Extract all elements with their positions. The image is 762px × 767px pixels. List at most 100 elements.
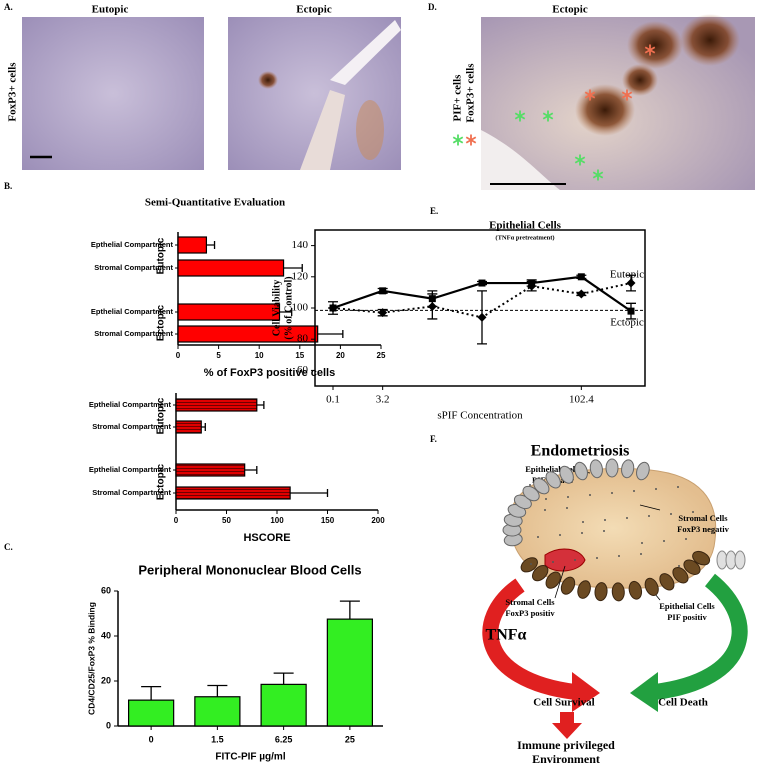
arrow: [560, 712, 574, 724]
bar: [175, 486, 291, 500]
y-axis-label: Cell Viability: [271, 280, 282, 336]
category-label: Epthelial Compartment: [89, 465, 172, 474]
stain-spot: [258, 71, 278, 89]
lumen: [330, 20, 401, 85]
bar: [128, 699, 175, 727]
epithelial-cell: [692, 550, 711, 566]
bar: [177, 259, 285, 277]
stromal-cell: [655, 488, 657, 490]
stromal-cell: [589, 494, 591, 496]
x-tick-label: 200: [371, 516, 385, 525]
asterisk: [592, 171, 604, 179]
stromal-cell: [530, 563, 532, 565]
category-label: Stromal Compartment: [92, 422, 171, 431]
stromal-cell: [626, 517, 628, 519]
epithelial-cell: [559, 465, 574, 484]
label: Cell Death: [658, 697, 708, 709]
group-label: Ectopic: [156, 305, 167, 342]
stromal-cell: [552, 561, 554, 563]
y-tick-label: 20: [101, 675, 111, 685]
category-label: Stromal Compartment: [92, 488, 171, 497]
stromal-cell: [603, 530, 605, 532]
marker: [379, 287, 387, 295]
epithelial-cell: [621, 459, 635, 479]
micrograph: [22, 17, 204, 170]
panel-label: B.: [4, 181, 12, 191]
epithelial-cell: [545, 571, 561, 589]
stromal-cell: [544, 509, 546, 511]
group-label: Eutopic: [156, 237, 167, 274]
panel-f: Endometriosis Epithelial Cells PIF negat…: [482, 443, 748, 766]
arrow-head: [552, 723, 582, 739]
label: Cell Survival: [533, 697, 594, 709]
arrow: [482, 578, 577, 700]
chart-title: Peripheral Mononuclear Blood Cells: [138, 562, 361, 577]
epithelial-cell: [522, 485, 540, 502]
x-tick-label: 50: [222, 516, 231, 525]
x-tick-label: 1.5: [211, 734, 224, 744]
marker: [627, 307, 635, 315]
y-axis-label: CD4/CD25/FoxP3 % Binding: [86, 602, 96, 715]
x-tick-label: 0: [149, 734, 154, 744]
epithelial-cell: [560, 576, 576, 595]
asterisk: [621, 91, 633, 99]
x-tick-label: 3.2: [376, 394, 390, 406]
error-bar: [206, 241, 216, 249]
x-tick-label: 25: [377, 351, 386, 360]
y-tick-label: 60: [297, 364, 309, 376]
x-tick-label: 10: [255, 351, 264, 360]
error-bar: [141, 685, 162, 701]
epithelial-cell: [531, 565, 549, 582]
bar-chart: Peripheral Mononuclear Blood Cells 0 20 40 6…: [86, 562, 383, 763]
stromal-cell: [663, 540, 665, 542]
bar: [175, 463, 246, 477]
asterisk: [644, 46, 656, 54]
stain-spot: [622, 64, 658, 96]
chart-title: Epithelial Cells: [489, 220, 562, 232]
epithelial-cell: [577, 580, 591, 599]
y-axis-label: (% of Control): [283, 276, 294, 339]
label: Epithelial Cells: [525, 464, 581, 474]
bar: [177, 236, 208, 254]
label: Stromal Cells: [505, 597, 555, 607]
marker: [626, 278, 636, 288]
marker: [427, 301, 437, 311]
asterisk: [584, 91, 596, 99]
chart-subtitle: (TNFα pretreatment): [495, 234, 554, 241]
stromal-cell: [566, 507, 568, 509]
x-tick-label: 0.1: [326, 394, 340, 406]
marker: [577, 273, 585, 281]
stromal-cell: [537, 536, 539, 538]
epithelial-cell: [644, 577, 659, 596]
stromal-cell: [581, 532, 583, 534]
epithelial-cell: [636, 461, 650, 481]
error-bar: [256, 401, 265, 409]
asterisk: [514, 112, 526, 120]
label: Immune privileged: [517, 738, 615, 752]
epithelial-cell: [683, 559, 701, 575]
asterisk: [542, 112, 554, 120]
category-label: Epthelial Compartment: [91, 307, 174, 316]
error-bar: [283, 264, 303, 272]
y-tick-label: 80: [297, 333, 309, 345]
bar: [175, 398, 258, 412]
stain-spot: [356, 100, 384, 160]
stromal-cell: [545, 498, 547, 500]
series-label: Ectopic: [610, 317, 644, 329]
error-bar: [244, 466, 258, 474]
stromal-positive-cluster: [544, 548, 586, 572]
error-bar: [201, 423, 206, 431]
marker: [478, 279, 486, 287]
epithelial-cell: [520, 557, 538, 573]
stromal-cell: [685, 538, 687, 540]
leader: [639, 504, 661, 511]
stromal-cell: [641, 542, 643, 544]
marker: [378, 308, 388, 318]
error-bar: [207, 684, 228, 697]
hbar-chart: Semi-Quantitative Evaluation 0 5 10 15 20 25 % …: [91, 197, 386, 379]
stromal-cell: [648, 515, 650, 517]
error-bar: [317, 330, 344, 338]
label: PIF positiv: [667, 612, 707, 622]
x-tick-label: 102.4: [569, 394, 594, 406]
